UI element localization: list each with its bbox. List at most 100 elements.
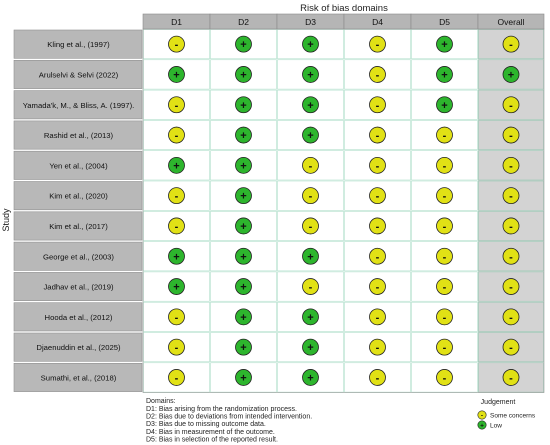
judgement-dot [502, 187, 520, 205]
judgement-symbol: - [443, 372, 447, 384]
grid-cell [143, 271, 210, 302]
grid-cell [344, 301, 411, 332]
grid-cell [411, 301, 478, 332]
judgement-symbol: + [240, 282, 246, 294]
judgement-mark-low: + [235, 217, 252, 235]
judgement-mark-some: - [369, 35, 386, 53]
judgement-dot [369, 308, 386, 326]
judgement-mark-some: - [369, 96, 386, 114]
grid-cell [478, 120, 544, 150]
judgement-symbol: + [307, 100, 313, 112]
judgement-mark-some: - [168, 217, 185, 235]
judgement-dot [436, 96, 453, 114]
judgement-symbol: + [240, 372, 246, 384]
judgement-mark-some: - [502, 247, 520, 265]
judgement-mark-some: - [168, 187, 185, 205]
domains-footnote: Domains: D1: Bias arising from the rando… [146, 398, 312, 443]
legend-label: Low [490, 423, 502, 430]
judgement-mark-some: - [302, 187, 319, 205]
legend-swatch [477, 420, 487, 430]
grid-cell [210, 362, 277, 393]
grid-cell [411, 89, 478, 120]
judgement-symbol: + [240, 251, 246, 263]
judgement-dot [369, 338, 386, 356]
judgement-mark-low: + [235, 156, 252, 174]
judgement-dot [235, 66, 252, 83]
judgement-symbol: - [175, 100, 179, 112]
grid-cell [277, 332, 344, 363]
judgement-mark-some: - [302, 278, 319, 295]
study-label-box [13, 332, 143, 362]
judgement-marks: - + + - + - + + + - + + - + + - + - - + + - - - + + - - - - - + - - - - - + - -… [168, 35, 520, 386]
judgement-dot [502, 369, 520, 386]
grid-cell [210, 271, 277, 302]
judgement-symbol: + [173, 69, 179, 81]
judgement-symbol: + [307, 342, 313, 354]
grid-cell [478, 150, 544, 181]
judgement-symbol: - [175, 221, 179, 233]
judgement-symbol: - [376, 130, 380, 142]
domain-header-label: D2 [238, 17, 249, 27]
grid-cell [478, 211, 544, 241]
judgement-mark-some: - [436, 126, 453, 144]
grid-cell [277, 89, 344, 120]
judgement-mark-low: + [436, 35, 453, 53]
judgement-symbol: - [175, 312, 179, 324]
grid-cell [478, 332, 544, 363]
judgement-symbol: - [376, 251, 380, 263]
judgement-symbol: + [173, 251, 179, 263]
judgement-mark-low: + [168, 66, 185, 83]
judgement-dot [502, 247, 520, 265]
grid-cell [143, 89, 210, 120]
judgement-mark-low: + [502, 66, 520, 83]
judgement-dot [302, 66, 319, 83]
judgement-mark-some: - [436, 187, 453, 205]
judgement-mark-low: + [235, 278, 252, 295]
judgement-symbol: - [443, 312, 447, 324]
grid-cell [143, 301, 210, 332]
study-label-box [13, 211, 143, 241]
judgement-symbol: + [173, 282, 179, 294]
judgement-mark-some: - [369, 126, 386, 144]
judgement-mark-some: - [436, 338, 453, 356]
judgement-dot [168, 278, 185, 295]
judgement-dot [502, 338, 520, 356]
study-label-box [13, 362, 143, 392]
judgement-dot [235, 278, 252, 295]
judgement-dot [502, 308, 520, 326]
judgement-symbol: - [443, 342, 447, 354]
grid-cell [344, 180, 411, 211]
judgement-mark-low: + [302, 308, 319, 326]
study-label-box [13, 241, 143, 271]
grid-cell [143, 59, 210, 90]
judgement-symbol: + [441, 100, 447, 112]
judgement-symbol: + [240, 312, 246, 324]
legend-symbol: + [480, 423, 484, 430]
judgement-mark-low: + [235, 187, 252, 205]
domain-header-label: D3 [305, 17, 316, 27]
grid-cell [143, 180, 210, 211]
judgement-symbol: - [509, 372, 513, 384]
header-cell [477, 13, 545, 30]
judgement-symbol: - [376, 69, 380, 81]
grid-cell [143, 29, 210, 60]
judgement-mark-low: + [302, 66, 319, 83]
grid-cell [411, 59, 478, 90]
judgement-symbol: + [240, 69, 246, 81]
grid-cell [277, 301, 344, 332]
judgement-symbol: - [376, 100, 380, 112]
judgement-dot [235, 126, 252, 144]
judgement-mark-some: - [502, 278, 520, 295]
judgement-dot [235, 247, 252, 265]
judgement-symbol: - [509, 160, 513, 172]
judgement-mark-some: - [502, 96, 520, 114]
judgement-symbol: - [376, 221, 380, 233]
judgement-symbol: - [309, 282, 313, 294]
grid-cell [478, 180, 544, 211]
judgement-mark-some: - [502, 187, 520, 205]
judgement-mark-some: - [502, 217, 520, 235]
domain-description: D3: Bias due to missing outcome data. [146, 421, 266, 428]
judgement-symbol: + [240, 160, 246, 172]
judgement-symbol: - [509, 130, 513, 142]
judgement-dot [369, 278, 386, 295]
